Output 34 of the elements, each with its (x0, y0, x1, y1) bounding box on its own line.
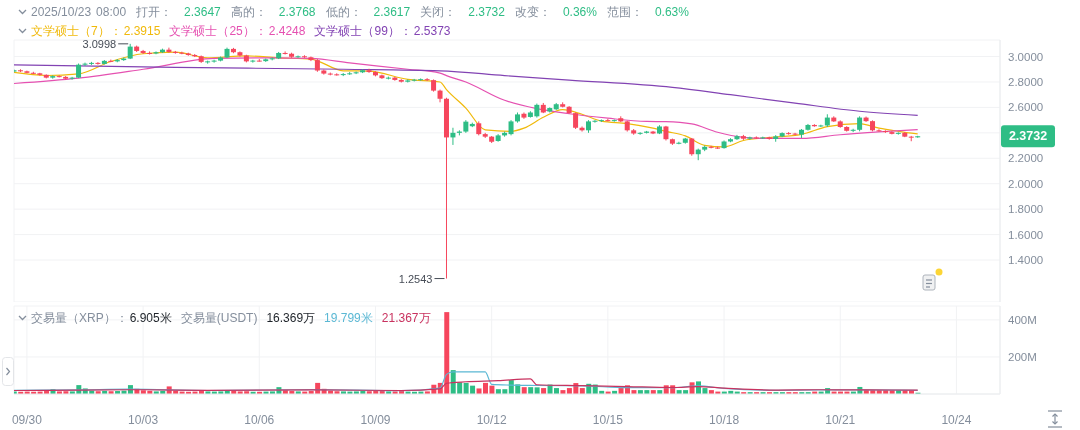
y-tick-label: 1.4000 (1008, 254, 1044, 267)
x-tick-label: 10/15 (592, 412, 624, 427)
text: 2.4248 (268, 24, 306, 38)
y-tick-label: 2.8000 (1008, 76, 1044, 89)
x-tick-label: 09/30 (11, 412, 43, 427)
text: 2.3732 (1008, 129, 1048, 144)
y-tick-label: 2.0000 (1008, 177, 1044, 190)
annotation: 6.905米 (129, 311, 172, 325)
annotation: 3.0998 (82, 37, 117, 50)
x-tick-label: 10/24 (941, 412, 972, 427)
text: 2.3915 (123, 24, 161, 38)
y-tick-label: 1.6000 (1008, 228, 1044, 241)
series-label: 文学硕士（7）： (31, 24, 122, 38)
annotation: 21.367万 (381, 311, 431, 325)
text: 文学硕士（99）： (314, 24, 412, 38)
y-tick-label: 2.6000 (1008, 101, 1044, 114)
y-tick-label: 2.2000 (1008, 152, 1044, 165)
annotation: 1.2543 (398, 272, 433, 285)
annotation: 交易量(USDT) 16.369万 (180, 311, 316, 325)
y-tick-label: 400M (1008, 313, 1037, 326)
annotation: 19.799米 (324, 311, 373, 325)
y-tick-label: 1.8000 (1008, 203, 1044, 216)
x-tick-label: 10/18 (709, 412, 740, 427)
y-tick-label: 3.0000 (1008, 50, 1044, 63)
text: 2.5373 (413, 24, 451, 38)
x-tick-label: 10/06 (244, 412, 275, 427)
text: 交易量（XRP）： (31, 311, 128, 325)
series-label: 文学硕士（25）： (169, 24, 267, 38)
x-tick-label: 10/03 (128, 412, 159, 427)
x-tick-label: 10/09 (360, 412, 391, 427)
y-tick-label: 200M (1008, 351, 1037, 364)
x-tick-label: 10/12 (476, 412, 508, 427)
x-tick-label: 10/21 (825, 412, 856, 427)
chart-title: 2025/10/23 08:00 打开： 2.3647 高的： 2.3768 低的： 2.3617 关闭： 2.3732 改变： 0.36% 范围： 0.63% (31, 5, 689, 19)
